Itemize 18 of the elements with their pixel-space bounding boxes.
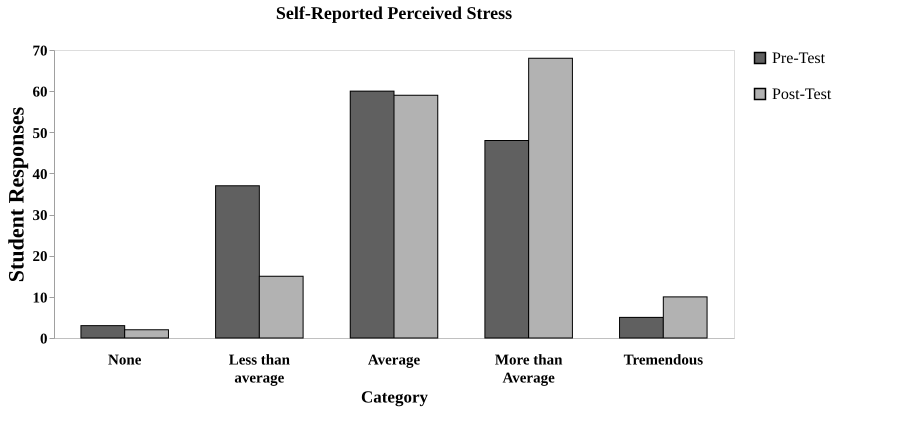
x-tick-label: Tremendous (624, 352, 704, 368)
y-tick-label: 60 (32, 84, 48, 101)
y-tick-label: 20 (32, 249, 48, 266)
y-axis-title: Student Responses (4, 106, 28, 282)
chart-title: Self-Reported Perceived Stress (276, 3, 512, 23)
y-tick-label: 10 (32, 290, 48, 306)
x-tick-label: More than Average (494, 352, 564, 386)
legend-label: Post-Test (772, 86, 832, 103)
x-tick-label: Less than average (228, 352, 291, 386)
x-tick-label: Average (368, 352, 420, 368)
x-axis-title: Category (360, 388, 429, 406)
y-tick-label: 70 (32, 44, 48, 60)
x-tick-label: None (108, 352, 142, 368)
y-tick-label: 30 (32, 208, 48, 224)
y-tick-label: 0 (40, 332, 48, 348)
legend-label: Pre-Test (772, 50, 826, 67)
y-tick-label: 50 (32, 126, 48, 142)
y-tick-label: 40 (32, 166, 48, 183)
